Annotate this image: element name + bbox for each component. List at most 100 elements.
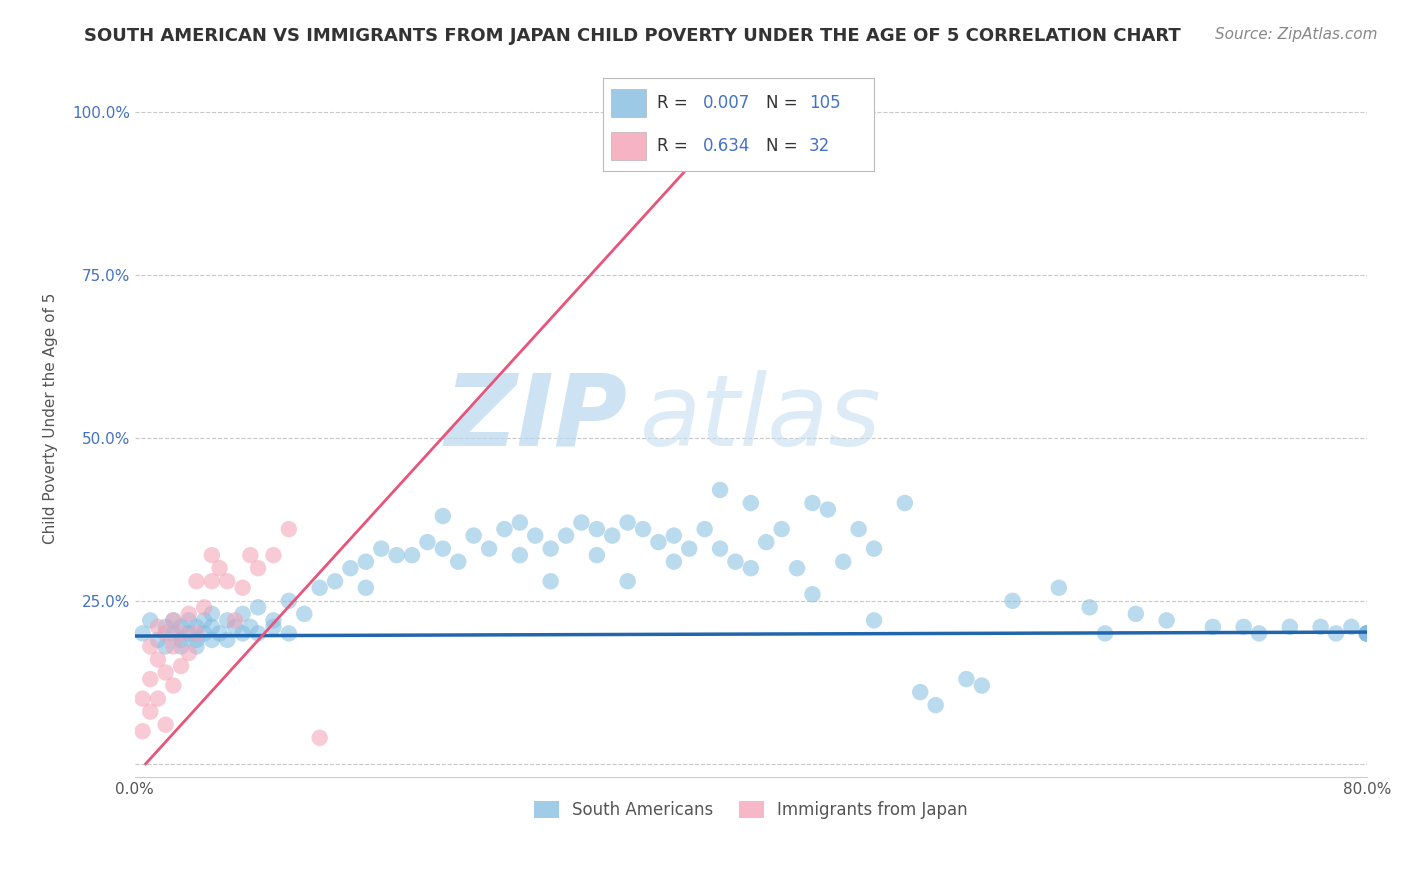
Point <box>186 574 208 589</box>
Point <box>848 522 870 536</box>
Point <box>146 652 169 666</box>
Point <box>354 555 377 569</box>
Point <box>1355 626 1378 640</box>
Point <box>323 574 346 589</box>
Point <box>1340 620 1362 634</box>
Point <box>1125 607 1147 621</box>
Point <box>1324 626 1347 640</box>
Point <box>631 522 654 536</box>
Point <box>1355 626 1378 640</box>
Point <box>478 541 501 556</box>
Point <box>509 548 531 562</box>
Point <box>177 613 200 627</box>
Point <box>600 528 623 542</box>
Y-axis label: Child Poverty Under the Age of 5: Child Poverty Under the Age of 5 <box>44 293 58 544</box>
Point <box>139 672 162 686</box>
Point <box>770 522 793 536</box>
Point <box>224 620 246 634</box>
Point <box>447 555 470 569</box>
Point <box>177 607 200 621</box>
Point <box>616 574 638 589</box>
Point <box>155 640 177 654</box>
Point <box>786 561 808 575</box>
Point <box>224 613 246 627</box>
Point <box>740 496 762 510</box>
Point <box>801 496 824 510</box>
Point <box>662 555 685 569</box>
Point <box>832 555 855 569</box>
Point <box>201 607 224 621</box>
Point <box>155 665 177 680</box>
Text: Source: ZipAtlas.com: Source: ZipAtlas.com <box>1215 27 1378 42</box>
Point <box>277 594 299 608</box>
Point <box>247 626 270 640</box>
Point <box>155 626 177 640</box>
Point <box>247 561 270 575</box>
Point <box>131 626 153 640</box>
Point <box>1278 620 1301 634</box>
Point <box>1078 600 1101 615</box>
Point <box>208 561 231 575</box>
Point <box>262 548 284 562</box>
Point <box>571 516 593 530</box>
Point <box>162 613 184 627</box>
Point <box>139 640 162 654</box>
Point <box>910 685 932 699</box>
Point <box>232 581 254 595</box>
Point <box>217 632 239 647</box>
Point <box>1001 594 1024 608</box>
Point <box>509 516 531 530</box>
Text: SOUTH AMERICAN VS IMMIGRANTS FROM JAPAN CHILD POVERTY UNDER THE AGE OF 5 CORRELA: SOUTH AMERICAN VS IMMIGRANTS FROM JAPAN … <box>84 27 1181 45</box>
Point <box>755 535 778 549</box>
Point <box>709 541 731 556</box>
Point <box>292 607 315 621</box>
Point <box>186 620 208 634</box>
Point <box>1202 620 1225 634</box>
Point <box>863 541 886 556</box>
Point <box>693 522 716 536</box>
Point <box>524 528 547 542</box>
Point <box>463 528 485 542</box>
Point <box>401 548 423 562</box>
Point <box>155 717 177 731</box>
Point <box>208 626 231 640</box>
Point <box>724 555 747 569</box>
Point <box>131 724 153 739</box>
Text: ZIP: ZIP <box>444 369 627 467</box>
Point <box>1309 620 1331 634</box>
Point <box>955 672 977 686</box>
Point <box>170 640 193 654</box>
Point <box>385 548 408 562</box>
Point <box>277 626 299 640</box>
Point <box>139 705 162 719</box>
Point <box>801 587 824 601</box>
Point <box>540 574 562 589</box>
Point <box>970 679 993 693</box>
Point <box>339 561 361 575</box>
Point <box>308 731 330 745</box>
Point <box>162 679 184 693</box>
Point <box>155 620 177 634</box>
Text: atlas: atlas <box>640 369 882 467</box>
Point <box>1355 626 1378 640</box>
Point <box>262 613 284 627</box>
Point <box>170 620 193 634</box>
Point <box>247 600 270 615</box>
Point <box>678 541 700 556</box>
Point <box>193 626 215 640</box>
Point <box>432 509 454 524</box>
Point <box>170 659 193 673</box>
Point <box>709 483 731 497</box>
Point <box>162 640 184 654</box>
Point <box>170 632 193 647</box>
Point <box>239 620 262 634</box>
Point <box>162 626 184 640</box>
Point <box>177 626 200 640</box>
Point <box>1247 626 1270 640</box>
Point <box>262 620 284 634</box>
Point <box>277 522 299 536</box>
Point <box>186 626 208 640</box>
Point <box>170 626 193 640</box>
Point <box>924 698 946 713</box>
Point <box>239 548 262 562</box>
